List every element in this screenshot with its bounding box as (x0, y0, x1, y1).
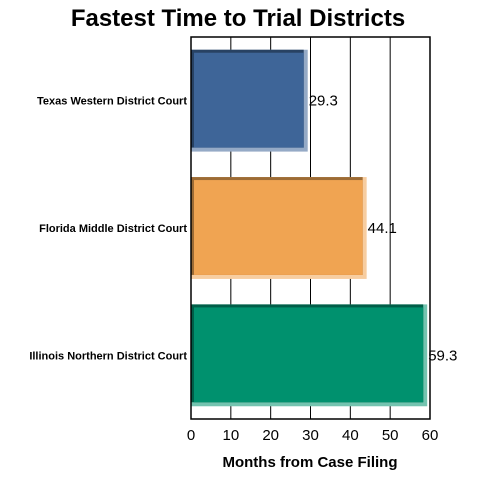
value-label: 29.3 (309, 93, 338, 110)
category-label: Florida Middle District Court (39, 223, 187, 235)
bar (191, 49, 308, 152)
bar (191, 304, 428, 407)
value-label: 59.3 (428, 347, 457, 364)
x-tick-label: 0 (187, 427, 195, 444)
category-label: Illinois Northern District Court (29, 350, 187, 362)
plot-border (190, 36, 431, 420)
bar (191, 177, 367, 279)
x-tick-label: 50 (382, 427, 399, 444)
plot-frame (190, 36, 431, 420)
bars (191, 49, 428, 407)
x-axis-ticks: 0 10 20 30 40 50 60 (187, 427, 439, 444)
chart-title: Fastest Time to Trial Districts (71, 5, 405, 32)
bar-face (194, 52, 304, 148)
x-tick-label: 20 (262, 427, 279, 444)
category-label: Texas Western District Court (37, 96, 187, 108)
x-tick-label: 30 (302, 427, 319, 444)
bar-face (194, 180, 363, 275)
category-labels: Texas Western District Court Florida Midd… (29, 96, 187, 363)
bar-face (194, 307, 424, 403)
value-labels: 29.3 44.1 59.3 (309, 93, 458, 365)
value-label: 44.1 (368, 220, 397, 237)
x-axis-label: Months from Case Filing (222, 454, 397, 471)
x-tick-label: 40 (342, 427, 359, 444)
x-tick-label: 60 (422, 427, 439, 444)
x-tick-label: 10 (222, 427, 239, 444)
